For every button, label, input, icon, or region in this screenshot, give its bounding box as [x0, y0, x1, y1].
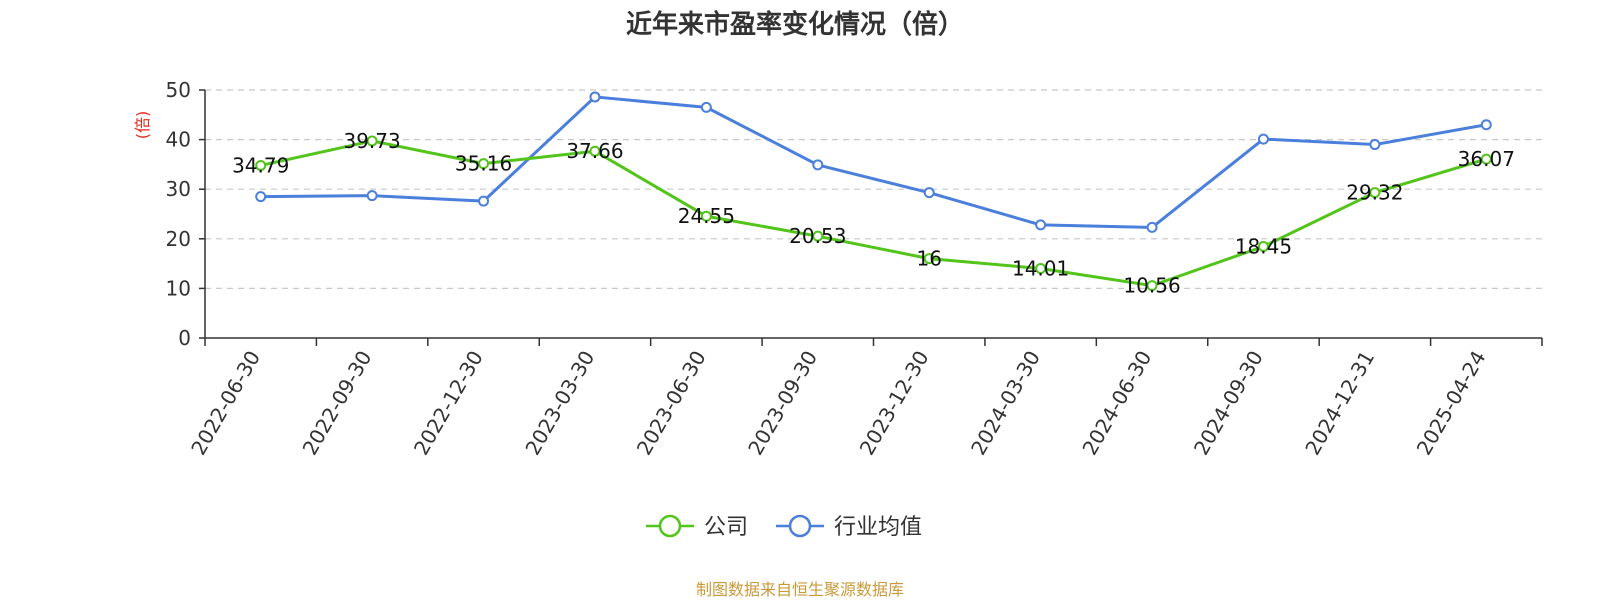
data-labels: 34.79 39.73 35.16 37.66 24.55 20.53 16 14.01 10.…: [232, 129, 1515, 298]
data-label-4: 24.55: [678, 204, 735, 228]
legend: 公司 行业均值: [646, 514, 922, 540]
data-label-10: 29.32: [1346, 181, 1403, 205]
x-tick-label: 2022-09-30: [298, 347, 377, 460]
legend-label-1[interactable]: 行业均值: [834, 515, 922, 540]
data-point-1-5[interactable]: [812, 159, 824, 171]
x-tick-label: 2023-03-30: [520, 347, 599, 460]
data-label-8: 10.56: [1123, 274, 1180, 298]
series-layer: [255, 91, 1492, 292]
data-point-1-6[interactable]: [923, 187, 935, 199]
data-point-1-8[interactable]: [1146, 221, 1158, 233]
data-point-1-2[interactable]: [478, 195, 490, 207]
y-tick-label: 50: [166, 78, 191, 102]
data-point-0-5[interactable]: [812, 230, 824, 242]
data-label-3: 37.66: [566, 139, 623, 163]
y-tick-label: 40: [166, 128, 191, 152]
y-tick-label: 20: [166, 227, 191, 251]
legend-label-0[interactable]: 公司: [704, 515, 748, 540]
x-tick-label: 2022-12-30: [409, 346, 488, 459]
data-point-1-0[interactable]: [255, 191, 267, 203]
data-point-0-0[interactable]: [255, 159, 267, 171]
data-point-1-4[interactable]: [700, 101, 712, 113]
legend-marker-0[interactable]: [658, 514, 682, 538]
data-point-0-1[interactable]: [366, 135, 378, 147]
y-tick-label: 30: [166, 177, 191, 201]
data-point-1-11[interactable]: [1480, 119, 1492, 131]
data-label-1: 39.73: [343, 129, 400, 153]
data-point-0-3[interactable]: [589, 145, 601, 157]
x-tick-label: 2023-12-30: [855, 346, 934, 459]
legend-marker-1[interactable]: [788, 514, 812, 538]
data-label-9: 18.45: [1235, 234, 1292, 258]
x-tick-label: 2022-06-30: [186, 347, 265, 460]
series-line-1: [260, 95, 1487, 229]
data-label-6: 16: [916, 247, 941, 271]
data-point-1-1[interactable]: [366, 190, 378, 202]
y-tick-label: 10: [166, 276, 191, 300]
data-label-0: 34.79: [232, 153, 289, 177]
data-point-0-10[interactable]: [1369, 187, 1381, 199]
data-label-7: 14.01: [1012, 257, 1069, 281]
x-tick-label: 2024-09-30: [1189, 347, 1268, 460]
data-point-1-9[interactable]: [1257, 133, 1269, 145]
data-point-0-2[interactable]: [478, 158, 490, 170]
x-tick-label: 2024-12-31: [1300, 347, 1379, 460]
grid-lines: [205, 89, 1542, 289]
chart-title: 近年来市盈率变化情况（倍）: [626, 9, 964, 40]
data-point-0-11[interactable]: [1480, 153, 1492, 165]
data-label-11: 36.07: [1458, 147, 1515, 171]
y-tick-label: 0: [178, 326, 191, 350]
data-point-0-9[interactable]: [1257, 240, 1269, 252]
data-point-1-10[interactable]: [1369, 139, 1381, 151]
data-point-0-7[interactable]: [1035, 263, 1047, 275]
data-label-5: 20.53: [789, 224, 846, 248]
x-tick-label: 2025-04-24: [1412, 347, 1491, 460]
data-point-0-8[interactable]: [1146, 280, 1158, 292]
x-tick-label: 2024-03-30: [966, 347, 1045, 460]
x-tick-label: 2023-09-30: [743, 347, 822, 460]
data-label-2: 35.16: [455, 152, 512, 176]
data-point-1-3[interactable]: [589, 91, 601, 103]
source-note: 制图数据来自恒生聚源数据库: [696, 580, 904, 599]
x-tick-label: 2024-06-30: [1077, 347, 1156, 460]
data-point-0-6[interactable]: [923, 253, 935, 265]
series-line-0: [260, 139, 1487, 288]
y-axis-label: (倍): [133, 111, 152, 140]
data-point-1-7[interactable]: [1035, 219, 1047, 231]
x-tick-label: 2023-06-30: [632, 347, 711, 460]
data-point-0-4[interactable]: [700, 210, 712, 222]
